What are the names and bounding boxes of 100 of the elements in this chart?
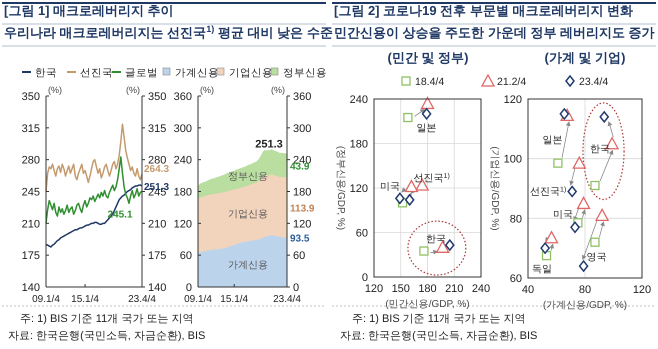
y-tick-label: 180 [174, 186, 192, 198]
annotation: 264.3 [144, 164, 170, 175]
y2-tick-label: 210 [148, 218, 166, 230]
x-tick-label: 80 [578, 284, 592, 296]
line-series [45, 123, 143, 192]
point [395, 192, 405, 204]
point [420, 96, 434, 110]
point [403, 112, 413, 122]
point [560, 108, 570, 120]
x-tick-label: 23.4/4 [273, 294, 302, 305]
text: 가계신용 [228, 260, 268, 271]
annotation: 미국 [380, 181, 400, 192]
x-axis-title: (가계신용/GDP, %) [542, 300, 628, 311]
y-tick-label: 0 [362, 272, 368, 284]
text: 우리나라 매크로레버리지는 선진국$^{1)}$ 평균 대비 낮은 수준 [4, 24, 333, 40]
y2-tick-label: 360 [293, 91, 312, 103]
point [544, 231, 558, 244]
y-tick-label: 60 [510, 273, 522, 285]
annotation: 독일 [532, 264, 552, 276]
y-tick-label: 300 [174, 122, 192, 135]
y-tick-label: 120 [350, 183, 368, 195]
point [572, 156, 586, 169]
y-tick-label: 60 [180, 250, 192, 262]
annotation: 선진국$^{1)}$ [414, 171, 450, 184]
y-tick-label: 350 [22, 91, 40, 103]
y-tick-label: 315 [22, 122, 40, 135]
y2-tick-label: 120 [293, 218, 312, 230]
y2-axis-title: (%) [126, 85, 140, 95]
y-tick-label: 280 [22, 154, 40, 167]
point [404, 194, 414, 206]
point [567, 186, 577, 198]
legend-label: 21.2/4 [497, 76, 526, 88]
point [599, 111, 609, 123]
line-series [45, 184, 143, 248]
y-tick-label: 0 [186, 282, 192, 294]
x-tick-label: 09.1/4 [184, 294, 212, 305]
y2-tick-label: 315 [148, 122, 166, 135]
line-series [45, 156, 143, 224]
y2-axis-title: (%) [271, 85, 285, 95]
x-tick-label: 40 [522, 284, 534, 296]
point [595, 208, 609, 221]
legend-label: 글로벌 [125, 67, 158, 79]
text: 주: 1) BIS 기준 11개 국가 또는 지역 [20, 313, 194, 325]
x-tick-label: 15.1/4 [71, 294, 100, 305]
chart-subtitle: 민간신용이 상승을 주도한 가운데 정부 레버리지도 증가 [334, 25, 655, 40]
x-tick-label: 180 [418, 283, 437, 295]
legend-label: 한국 [35, 67, 57, 79]
x-tick-label: 120 [364, 283, 384, 295]
point [590, 180, 600, 190]
y-axis-title: (정부신용/GDP, %) [335, 146, 346, 230]
legend-label: 23.4/4 [579, 76, 608, 88]
annotation: 93.5 [290, 233, 310, 244]
y-tick-label: 240 [350, 94, 368, 106]
annotation: 한국 [590, 144, 610, 155]
point [422, 108, 432, 120]
text: 자료: 한국은행(국민소득, 자금순환), BIS [340, 330, 538, 342]
y2-tick-label: 140 [148, 282, 166, 294]
annotation: 선진국$^{1)}$ [530, 184, 566, 198]
annotation: 일본 [542, 134, 562, 146]
y-tick-label: 60 [356, 228, 368, 240]
x-tick-label: 15.1/4 [220, 294, 249, 305]
point [445, 239, 455, 251]
point [590, 238, 600, 247]
point [570, 222, 580, 234]
text: 주: 1) BIS 기준 11개 국가 또는 지역 [352, 313, 526, 325]
x-axis-title: (민간신용/GDP, %) [385, 299, 470, 310]
x-tick-label: 09.1/4 [32, 294, 60, 305]
legend-label: 18.4/4 [415, 76, 444, 88]
y-axis-title: (%) [200, 85, 214, 95]
x-tick-label: 210 [445, 283, 464, 295]
point [540, 242, 550, 254]
annotation: 미국 [553, 209, 574, 220]
annotation: 113.9 [290, 203, 315, 214]
y-axis-title: (기업신용/GDP, %) [489, 146, 500, 231]
point [578, 260, 588, 272]
y-tick-label: 180 [350, 138, 368, 150]
y-tick-label: 140 [22, 282, 40, 294]
y2-tick-label: 180 [293, 186, 312, 198]
y-tick-label: 210 [22, 218, 40, 230]
legend-label: 선진국 [80, 67, 113, 79]
x-tick-label: 240 [472, 283, 490, 295]
legend-label: 가계신용 [175, 67, 219, 79]
y-tick-label: 245 [22, 186, 40, 198]
y-tick-label: 100 [504, 154, 522, 166]
chart-title: (가계 및 기업) [544, 50, 626, 65]
point [419, 246, 429, 256]
y2-tick-label: 300 [293, 122, 312, 135]
y2-tick-label: 350 [148, 91, 166, 103]
legend-label: 기업신용 [229, 67, 273, 79]
y2-tick-label: 60 [293, 250, 306, 262]
text: 기업신용 [228, 208, 268, 220]
y2-tick-label: 175 [148, 250, 166, 262]
y-tick-label: 360 [174, 91, 192, 103]
y-tick-label: 240 [174, 154, 192, 167]
chart-title: [그림 1] 매크로레버리지 추이 [4, 3, 174, 18]
text: 정부신용 [228, 171, 268, 182]
point [576, 196, 590, 210]
y-tick-label: 120 [174, 218, 192, 230]
annotation: 251.3 [255, 138, 283, 151]
x-tick-label: 150 [392, 283, 410, 295]
